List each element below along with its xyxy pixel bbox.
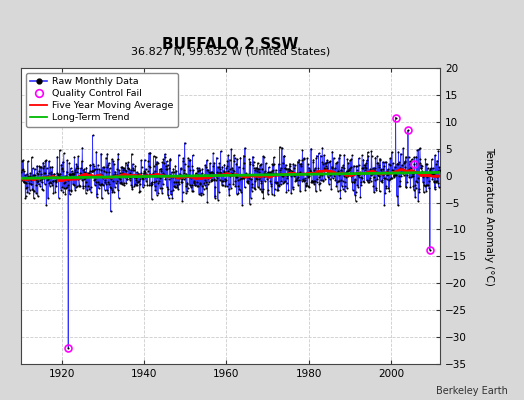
Text: 36.827 N, 99.632 W (United States): 36.827 N, 99.632 W (United States) <box>131 46 330 56</box>
Legend: Raw Monthly Data, Quality Control Fail, Five Year Moving Average, Long-Term Tren: Raw Monthly Data, Quality Control Fail, … <box>26 73 178 127</box>
Text: Berkeley Earth: Berkeley Earth <box>436 386 508 396</box>
Y-axis label: Temperature Anomaly (°C): Temperature Anomaly (°C) <box>484 146 494 286</box>
Title: BUFFALO 2 SSW: BUFFALO 2 SSW <box>162 36 299 52</box>
